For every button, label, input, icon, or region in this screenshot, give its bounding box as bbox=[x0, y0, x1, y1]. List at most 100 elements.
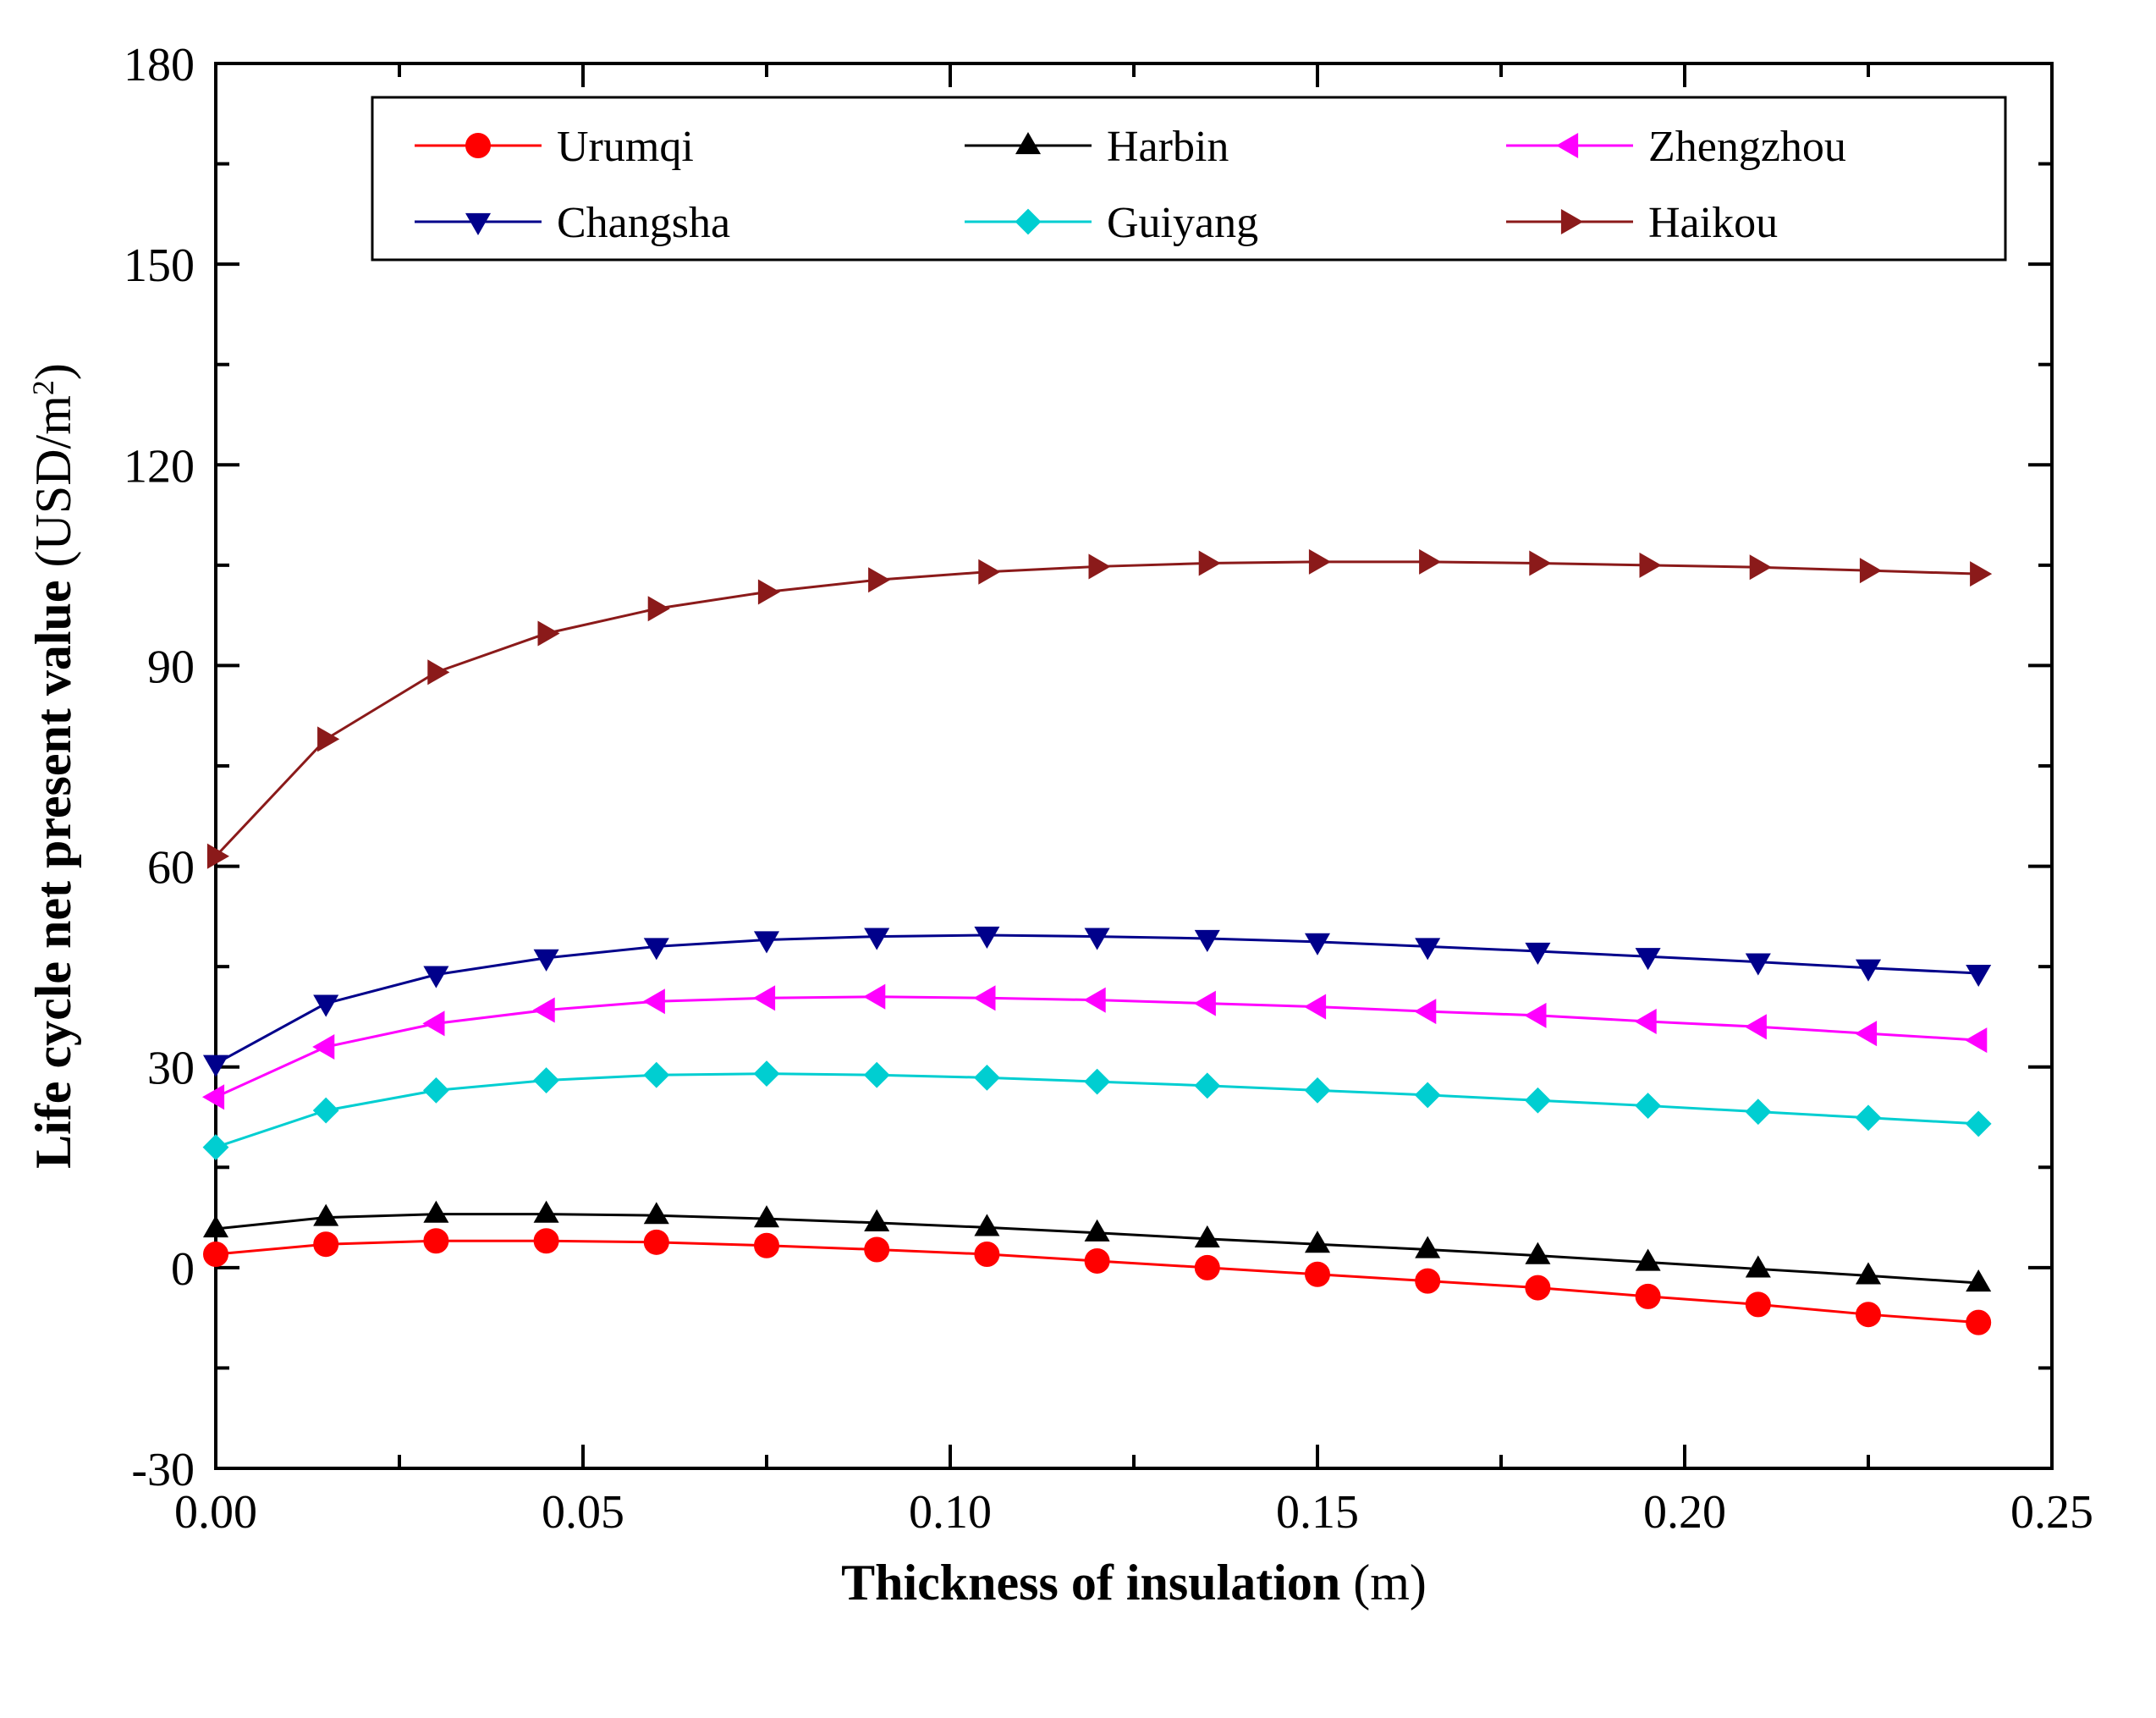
series-marker-haikou bbox=[1310, 551, 1329, 574]
series-marker-urumqi bbox=[755, 1234, 778, 1258]
series-marker-changsha bbox=[1857, 961, 1880, 980]
series-marker-guiyang bbox=[204, 1136, 228, 1159]
series-marker-harbin bbox=[646, 1203, 668, 1223]
y-tick-label: 0 bbox=[171, 1243, 195, 1296]
x-tick-label: 0.15 bbox=[1276, 1486, 1359, 1539]
series-marker-urumqi bbox=[1306, 1263, 1329, 1286]
series-marker-guiyang bbox=[975, 1065, 998, 1089]
y-axis-label: Life cycle net present value (USD/m2) bbox=[25, 363, 81, 1169]
series-marker-harbin bbox=[976, 1215, 998, 1235]
series-marker-zhengzhou bbox=[1966, 1029, 1986, 1052]
series-marker-urumqi bbox=[314, 1232, 338, 1256]
series-marker-haikou bbox=[979, 560, 998, 583]
chart-container: 0.000.050.100.150.200.25-300306090120150… bbox=[0, 0, 2156, 1718]
series-marker-changsha bbox=[1526, 944, 1549, 963]
series-marker-haikou bbox=[1861, 559, 1880, 582]
series-marker-zhengzhou bbox=[975, 987, 994, 1010]
y-tick-label: 90 bbox=[147, 641, 195, 693]
series-marker-urumqi bbox=[535, 1229, 558, 1253]
series-marker-zhengzhou bbox=[1086, 988, 1105, 1011]
y-tick-label: -30 bbox=[131, 1444, 195, 1496]
series-marker-guiyang bbox=[755, 1062, 778, 1086]
series-marker-zhengzhou bbox=[1196, 992, 1215, 1015]
series-marker-harbin bbox=[1857, 1264, 1880, 1283]
series-marker-urumqi bbox=[645, 1231, 668, 1254]
series-marker-changsha bbox=[1747, 955, 1770, 974]
series-marker-urumqi bbox=[865, 1238, 888, 1262]
legend-label: Harbin bbox=[1107, 123, 1229, 171]
series-marker-guiyang bbox=[1416, 1083, 1439, 1107]
series-marker-haikou bbox=[1420, 551, 1439, 574]
series-marker-zhengzhou bbox=[865, 985, 884, 1008]
legend-label: Changsha bbox=[557, 199, 730, 247]
series-marker-zhengzhou bbox=[1306, 995, 1325, 1018]
series-marker-zhengzhou bbox=[1636, 1010, 1656, 1033]
x-tick-label: 0.25 bbox=[2010, 1486, 2093, 1539]
series-marker-guiyang bbox=[1196, 1074, 1219, 1098]
x-tick-label: 0.20 bbox=[1643, 1486, 1726, 1539]
series-marker-guiyang bbox=[1746, 1100, 1770, 1124]
series-marker-urumqi bbox=[975, 1242, 998, 1266]
series-marker-zhengzhou bbox=[204, 1086, 223, 1109]
series-marker-urumqi bbox=[1856, 1302, 1880, 1326]
series-marker-harbin bbox=[1306, 1232, 1329, 1252]
series-marker-harbin bbox=[1747, 1257, 1770, 1276]
legend-label: Haikou bbox=[1648, 199, 1778, 247]
series-marker-urumqi bbox=[1196, 1256, 1219, 1280]
series-marker-haikou bbox=[1751, 556, 1770, 579]
y-tick-label: 60 bbox=[147, 842, 195, 895]
series-marker-harbin bbox=[1196, 1227, 1219, 1247]
x-axis-label: Thickness of insulation (m) bbox=[841, 1555, 1427, 1611]
series-marker-harbin bbox=[1526, 1244, 1549, 1264]
series-marker-haikou bbox=[759, 581, 778, 603]
series-marker-changsha bbox=[866, 928, 888, 948]
legend-label: Zhengzhou bbox=[1648, 123, 1846, 171]
series-marker-haikou bbox=[1971, 563, 1990, 586]
series-marker-harbin bbox=[535, 1203, 558, 1222]
series-marker-urumqi bbox=[204, 1242, 228, 1266]
series-marker-zhengzhou bbox=[1856, 1022, 1876, 1045]
series-marker-harbin bbox=[425, 1203, 448, 1222]
series-marker-changsha bbox=[976, 928, 998, 947]
legend-label: Guiyang bbox=[1107, 199, 1258, 247]
x-tick-label: 0.10 bbox=[909, 1486, 992, 1539]
series-marker-haikou bbox=[1641, 554, 1660, 577]
y-tick-label: 30 bbox=[147, 1043, 195, 1095]
series-marker-changsha bbox=[756, 932, 778, 951]
y-tick-label: 120 bbox=[124, 440, 195, 493]
y-tick-label: 180 bbox=[124, 39, 195, 91]
series-marker-guiyang bbox=[865, 1063, 888, 1087]
series-marker-zhengzhou bbox=[1746, 1016, 1766, 1038]
series-marker-urumqi bbox=[1966, 1311, 1990, 1335]
series-marker-haikou bbox=[1200, 552, 1219, 575]
series-marker-zhengzhou bbox=[314, 1036, 333, 1059]
series-marker-changsha bbox=[1636, 949, 1659, 968]
series-marker-changsha bbox=[1967, 966, 1990, 985]
series-marker-urumqi bbox=[1416, 1269, 1439, 1293]
series-marker-haikou bbox=[649, 597, 668, 620]
series-marker-zhengzhou bbox=[1526, 1005, 1545, 1027]
series-marker-harbin bbox=[1636, 1251, 1659, 1270]
series-marker-guiyang bbox=[1966, 1112, 1990, 1136]
legend-label: Urumqi bbox=[557, 123, 694, 171]
series-marker-zhengzhou bbox=[424, 1012, 443, 1035]
series-marker-haikou bbox=[428, 661, 448, 684]
series-marker-urumqi bbox=[1636, 1285, 1660, 1308]
series-marker-guiyang bbox=[535, 1069, 558, 1093]
series-marker-changsha bbox=[1306, 934, 1329, 954]
series-marker-changsha bbox=[1416, 939, 1439, 958]
chart-svg: 0.000.050.100.150.200.25-300306090120150… bbox=[0, 0, 2156, 1718]
series-marker-guiyang bbox=[314, 1099, 338, 1122]
series-marker-harbin bbox=[1416, 1238, 1439, 1258]
y-tick-label: 150 bbox=[124, 240, 195, 292]
series-marker-haikou bbox=[1530, 552, 1549, 575]
series-marker-harbin bbox=[756, 1207, 778, 1226]
series-marker-changsha bbox=[315, 996, 338, 1016]
series-line-haikou bbox=[216, 562, 1978, 856]
series-marker-haikou bbox=[869, 569, 888, 592]
series-marker-harbin bbox=[315, 1206, 338, 1225]
series-marker-haikou bbox=[318, 728, 338, 751]
series-marker-guiyang bbox=[1856, 1106, 1880, 1130]
series-marker-guiyang bbox=[1086, 1070, 1109, 1093]
series-marker-urumqi bbox=[424, 1229, 448, 1253]
